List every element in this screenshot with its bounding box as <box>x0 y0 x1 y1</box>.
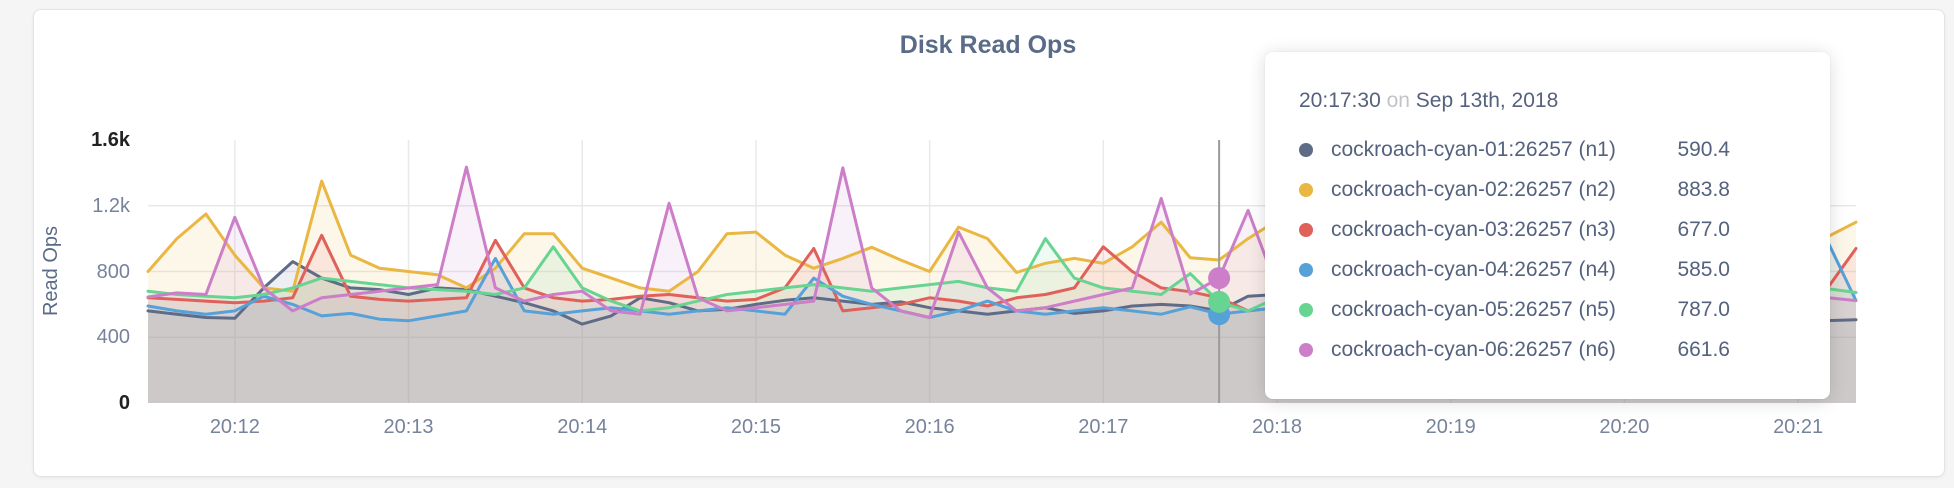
hover-dot-n5 <box>1208 290 1231 313</box>
series-color-dot-n3 <box>1299 223 1313 237</box>
x-tick-20:16: 20:16 <box>904 416 955 438</box>
tooltip-series-row-n3: cockroach-cyan-03:26257 (n3) 677.0 <box>1299 210 1830 250</box>
chart-tooltip: 20:17:30 on Sep 13th, 2018 cockroach-cya… <box>1265 52 1830 399</box>
series-color-dot-n2 <box>1299 183 1313 197</box>
x-tick-20:13: 20:13 <box>383 416 434 438</box>
series-color-dot-n4 <box>1299 263 1313 277</box>
series-value: 677.0 <box>1677 218 1730 241</box>
series-value: 883.8 <box>1677 178 1730 201</box>
x-tick-20:20: 20:20 <box>1599 416 1650 438</box>
y-tick-0: 0 <box>118 392 130 414</box>
x-tick-20:17: 20:17 <box>1078 416 1129 438</box>
x-tick-20:12: 20:12 <box>209 416 260 438</box>
tooltip-on: on <box>1386 89 1410 112</box>
series-label: cockroach-cyan-02:26257 (n2) <box>1331 178 1616 201</box>
series-value: 661.6 <box>1677 338 1730 361</box>
series-value: 590.4 <box>1677 138 1730 161</box>
tooltip-rows: cockroach-cyan-01:26257 (n1) 590.4 cockroa… <box>1299 130 1830 370</box>
series-color-dot-n5 <box>1299 303 1313 317</box>
x-tick-20:18: 20:18 <box>1251 416 1303 438</box>
tooltip-title: 20:17:30 on Sep 13th, 2018 <box>1299 86 1830 116</box>
y-tick-400: 400 <box>96 326 130 349</box>
y-tick-1.2k: 1.2k <box>92 194 130 217</box>
x-tick-20:15: 20:15 <box>730 416 781 438</box>
series-value: 787.0 <box>1677 298 1730 321</box>
series-value: 585.0 <box>1677 258 1730 281</box>
chart-title: Disk Read Ops <box>899 31 1077 59</box>
y-tick-800: 800 <box>96 260 130 283</box>
tooltip-time: 20:17:30 <box>1299 89 1381 112</box>
y-tick-1.6k: 1.6k <box>91 129 130 151</box>
tooltip-date: Sep 13th, 2018 <box>1415 89 1559 112</box>
tooltip-series-row-n2: cockroach-cyan-02:26257 (n2) 883.8 <box>1299 170 1830 210</box>
series-color-dot-n6 <box>1299 343 1313 357</box>
series-label: cockroach-cyan-05:26257 (n5) <box>1331 298 1616 321</box>
series-label: cockroach-cyan-03:26257 (n3) <box>1331 218 1616 241</box>
tooltip-series-row-n6: cockroach-cyan-06:26257 (n6) 661.6 <box>1299 330 1830 370</box>
series-color-dot-n1 <box>1299 143 1313 157</box>
tooltip-series-row-n4: cockroach-cyan-04:26257 (n4) 585.0 <box>1299 250 1830 290</box>
x-tick-20:21: 20:21 <box>1773 416 1824 438</box>
x-tick-20:19: 20:19 <box>1425 416 1476 438</box>
series-label: cockroach-cyan-06:26257 (n6) <box>1331 338 1616 361</box>
tooltip-series-row-n1: cockroach-cyan-01:26257 (n1) 590.4 <box>1299 130 1830 170</box>
tooltip-series-row-n5: cockroach-cyan-05:26257 (n5) 787.0 <box>1299 290 1830 330</box>
series-label: cockroach-cyan-01:26257 (n1) <box>1331 138 1616 161</box>
series-label: cockroach-cyan-04:26257 (n4) <box>1331 258 1616 281</box>
hover-dot-n6 <box>1208 267 1231 290</box>
x-tick-20:14: 20:14 <box>557 416 608 438</box>
